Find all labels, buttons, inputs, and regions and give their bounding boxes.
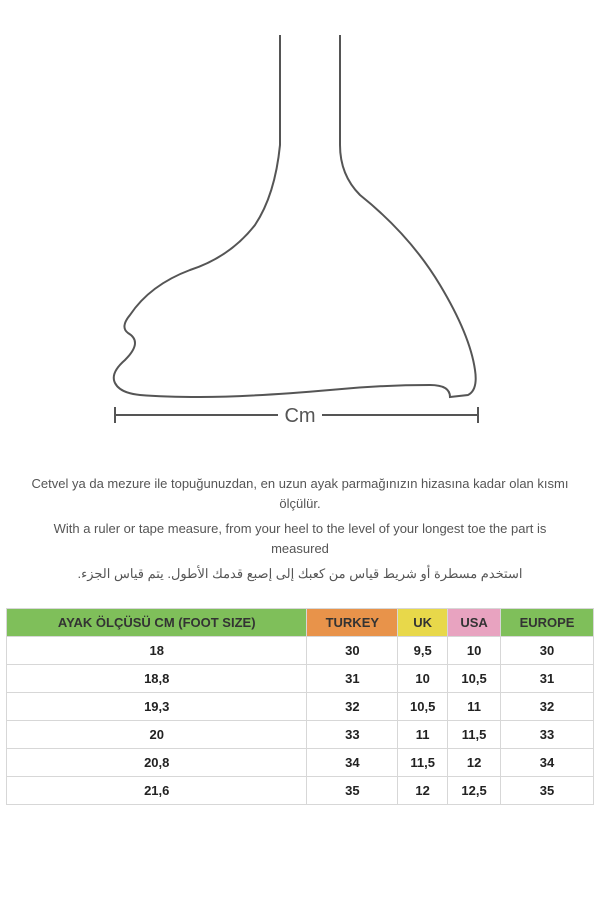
table-row: 18,8311010,531 (7, 664, 594, 692)
cell-usa: 11 (448, 692, 501, 720)
cell-turkey: 33 (307, 720, 398, 748)
cell-turkey: 35 (307, 776, 398, 804)
foot-diagram: Cm (0, 0, 600, 460)
cell-uk: 10 (398, 664, 448, 692)
cell-uk: 11,5 (398, 748, 448, 776)
cell-europe: 34 (501, 748, 594, 776)
cell-foot: 18,8 (7, 664, 307, 692)
header-europe: EUROPE (501, 608, 594, 636)
cell-turkey: 32 (307, 692, 398, 720)
cell-uk: 9,5 (398, 636, 448, 664)
cell-europe: 35 (501, 776, 594, 804)
header-uk: UK (398, 608, 448, 636)
cell-usa: 11,5 (448, 720, 501, 748)
cell-turkey: 30 (307, 636, 398, 664)
cell-usa: 12,5 (448, 776, 501, 804)
cell-usa: 12 (448, 748, 501, 776)
header-turkey: TURKEY (307, 608, 398, 636)
table-row: 20331111,533 (7, 720, 594, 748)
cell-turkey: 31 (307, 664, 398, 692)
instruction-turkish: Cetvel ya da mezure ile topuğunuzdan, en… (30, 474, 570, 513)
cell-usa: 10 (448, 636, 501, 664)
cell-foot: 19,3 (7, 692, 307, 720)
cell-usa: 10,5 (448, 664, 501, 692)
header-usa: USA (448, 608, 501, 636)
cell-uk: 12 (398, 776, 448, 804)
cell-foot: 21,6 (7, 776, 307, 804)
cell-europe: 32 (501, 692, 594, 720)
table-row: 19,33210,51132 (7, 692, 594, 720)
table-row: 21,6351212,535 (7, 776, 594, 804)
cell-foot: 20 (7, 720, 307, 748)
cell-foot: 18 (7, 636, 307, 664)
table-row: 18309,51030 (7, 636, 594, 664)
cell-europe: 33 (501, 720, 594, 748)
cell-foot: 20,8 (7, 748, 307, 776)
table-row: 20,83411,51234 (7, 748, 594, 776)
instruction-english: With a ruler or tape measure, from your … (30, 519, 570, 558)
header-foot-size: AYAK ÖLÇÜSÜ CM (FOOT SIZE) (7, 608, 307, 636)
table-body: 18309,5103018,8311010,53119,33210,511322… (7, 636, 594, 804)
instructions-block: Cetvel ya da mezure ile topuğunuzdan, en… (30, 468, 570, 590)
cell-europe: 31 (501, 664, 594, 692)
foot-outline-icon: Cm (80, 25, 520, 455)
cell-europe: 30 (501, 636, 594, 664)
instruction-arabic: استخدم مسطرة أو شريط قياس من كعبك إلى إص… (30, 564, 570, 584)
table-header-row: AYAK ÖLÇÜSÜ CM (FOOT SIZE) TURKEY UK USA… (7, 608, 594, 636)
cm-label: Cm (284, 405, 315, 427)
cell-turkey: 34 (307, 748, 398, 776)
cell-uk: 11 (398, 720, 448, 748)
size-table: AYAK ÖLÇÜSÜ CM (FOOT SIZE) TURKEY UK USA… (6, 608, 594, 805)
cell-uk: 10,5 (398, 692, 448, 720)
